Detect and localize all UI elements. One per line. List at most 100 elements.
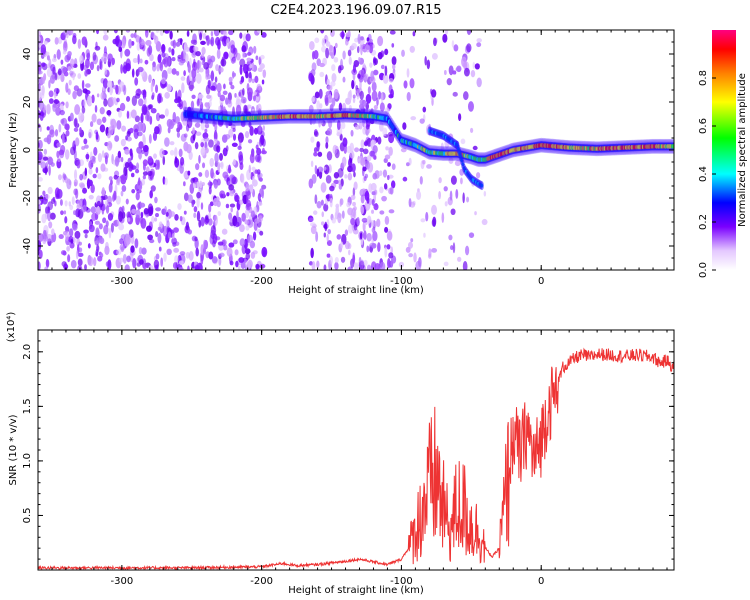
heatmap-cell — [443, 186, 448, 192]
heatmap-cell — [258, 124, 262, 132]
heatmap-cell — [385, 146, 389, 151]
heatmap-cell — [64, 149, 70, 160]
heatmap-cell — [140, 112, 144, 124]
heatmap-cell — [202, 132, 209, 139]
heatmap-cell — [370, 70, 375, 82]
heatmap-cell — [46, 54, 50, 61]
heatmap-cell — [120, 190, 124, 197]
heatmap-cell — [354, 147, 360, 153]
heatmap-cell — [329, 197, 333, 208]
heatmap-cell — [213, 144, 219, 152]
heatmap-cell — [387, 257, 391, 269]
heatmap-cell — [363, 148, 369, 155]
heatmap-cell — [425, 211, 429, 222]
heatmap-cell — [390, 257, 394, 268]
heatmap-cell — [92, 173, 97, 179]
heatmap-cell — [449, 245, 454, 251]
heatmap-cell — [159, 148, 165, 159]
heatmap-cell — [78, 112, 84, 121]
heatmap-cell — [190, 100, 195, 110]
heatmap-cell — [70, 259, 77, 269]
heatmap-cell — [334, 42, 338, 49]
heatmap-cell — [384, 215, 390, 225]
heatmap-cell — [336, 120, 341, 131]
heatmap-cell — [108, 227, 112, 239]
heatmap-cell — [45, 193, 50, 200]
heatmap-cell — [366, 232, 372, 242]
heatmap-cell — [228, 242, 235, 248]
heatmap-cell — [169, 211, 176, 217]
heatmap-cell — [389, 30, 396, 35]
heatmap-cell — [135, 209, 141, 219]
heatmap-cell — [155, 213, 159, 218]
heatmap-cell — [104, 245, 110, 256]
heatmap-cell — [369, 150, 375, 157]
heatmap-cell — [73, 118, 78, 128]
heatmap-cell — [188, 251, 194, 261]
heatmap-cell — [162, 155, 166, 166]
heatmap-cell — [77, 73, 82, 80]
heatmap-cell — [216, 82, 222, 93]
heatmap-cell — [310, 136, 315, 143]
heatmap-cell — [352, 210, 356, 219]
heatmap-cell — [116, 120, 122, 130]
heatmap-cell — [251, 78, 256, 84]
heatmap-cell — [407, 241, 414, 249]
heatmap-cell — [142, 171, 148, 176]
bottom-y-axis-label: SNR (10 * v/v) — [8, 414, 19, 485]
colorbar-tick-label: 0.0 — [698, 262, 709, 278]
heatmap-cell — [341, 156, 347, 167]
heatmap-cell — [419, 175, 423, 185]
heatmap-cell — [208, 203, 212, 213]
heatmap-cell — [89, 61, 95, 71]
heatmap-cell — [453, 44, 459, 52]
heatmap-cell — [67, 254, 71, 263]
heatmap-cell — [88, 194, 94, 200]
heatmap-cell — [155, 231, 159, 238]
heatmap-cell — [245, 203, 251, 211]
heatmap-cell — [351, 163, 356, 173]
heatmap-cell — [219, 94, 226, 102]
heatmap-cell — [352, 63, 357, 73]
heatmap-cell — [48, 58, 52, 68]
heatmap-cell — [92, 51, 97, 61]
heatmap-cell — [372, 230, 378, 242]
heatmap-cell — [157, 53, 162, 64]
heatmap-cell — [140, 41, 147, 46]
heatmap-cell — [253, 91, 257, 96]
heatmap-cell — [218, 105, 221, 112]
y-tick-label: 1.0 — [22, 453, 33, 469]
heatmap-cell — [365, 93, 372, 104]
heatmap-cell — [87, 95, 92, 106]
heatmap-cell — [230, 206, 233, 213]
heatmap-cell — [108, 182, 113, 193]
heatmap-cell — [316, 168, 320, 177]
heatmap-cell — [48, 90, 54, 98]
heatmap-cell — [359, 43, 364, 50]
heatmap-cell — [118, 211, 123, 222]
heatmap-cell — [221, 228, 228, 235]
x-tick-label: -200 — [250, 276, 273, 287]
heatmap-cell — [64, 177, 69, 184]
heatmap-cell — [377, 35, 384, 47]
heatmap-cell — [228, 76, 233, 83]
heatmap-cell — [228, 30, 234, 36]
heatmap-cell — [145, 39, 152, 46]
bottom-y-ticks: 0.5 1.0 1.5 2.0 — [22, 340, 674, 560]
heatmap-cell — [350, 194, 356, 201]
heatmap-cell — [178, 267, 184, 270]
heatmap-cell — [379, 102, 385, 112]
heatmap-cell — [68, 79, 72, 86]
heatmap-cell — [136, 162, 140, 170]
heatmap-cell — [384, 107, 390, 115]
heatmap-cell — [57, 68, 62, 76]
heatmap-cell — [149, 238, 155, 244]
heatmap-cell — [73, 188, 78, 196]
heatmap-cell — [78, 241, 82, 246]
heatmap-cell — [86, 52, 91, 61]
heatmap-cell — [118, 223, 125, 231]
heatmap-cell — [104, 155, 108, 165]
heatmap-cell — [175, 261, 179, 269]
heatmap-cell — [154, 196, 158, 204]
heatmap-cell — [192, 127, 195, 135]
